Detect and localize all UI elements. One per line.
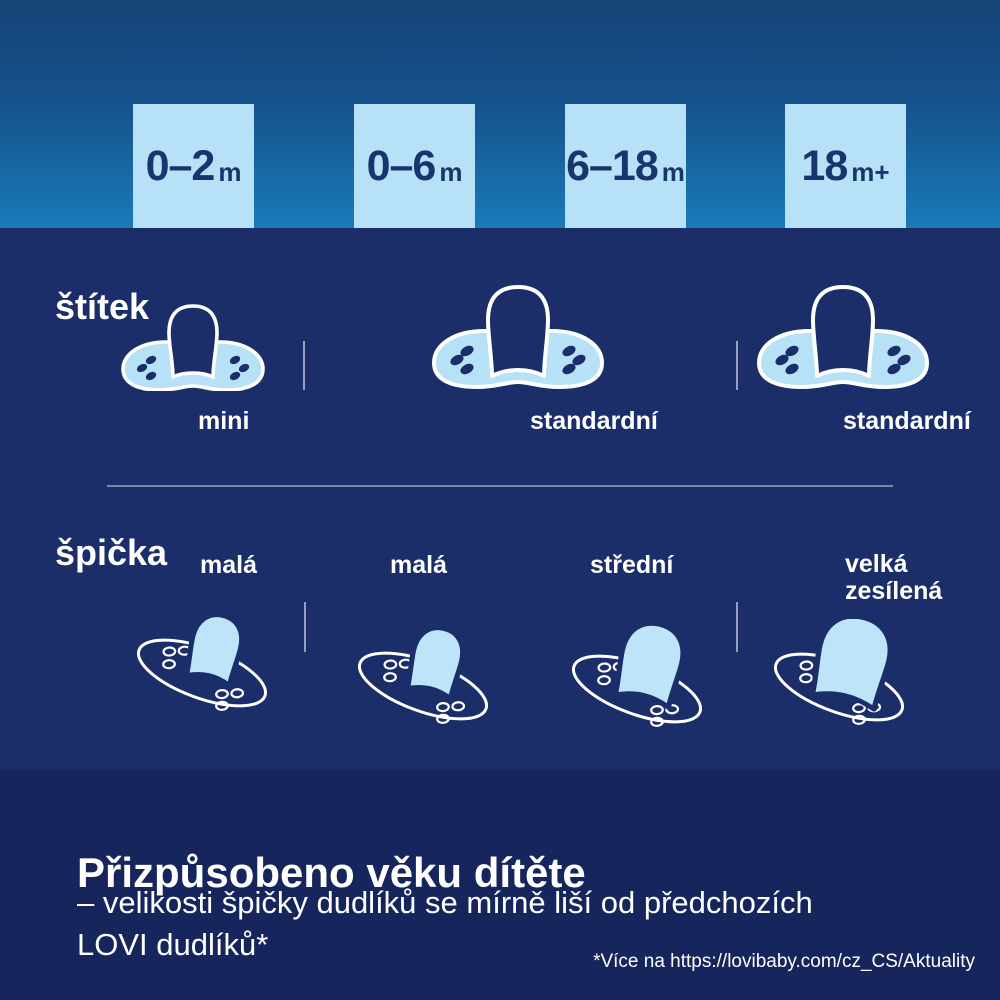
tip-label: malá [200, 551, 257, 579]
tip-label: velká zesílená [845, 550, 943, 605]
pacifier-shield-standard-icon [755, 284, 931, 390]
age-badge-0-2m: 0–2 m [133, 104, 254, 228]
pacifier-shield-mini-icon [120, 303, 266, 392]
footnote-url: *Více na https://lovibaby.com/cz_CS/Aktu… [593, 951, 975, 972]
shield-label: mini [198, 407, 250, 435]
tip-section-title: špička [55, 531, 168, 573]
tip-label: malá [390, 551, 447, 579]
shield-section-title: štítek [55, 285, 150, 327]
age-unit: m+ [851, 156, 890, 187]
footer-band [0, 770, 1000, 1000]
age-unit: m [661, 156, 685, 187]
pacifier-tip-small-icon [117, 605, 287, 727]
column-divider [304, 602, 306, 652]
age-unit: m [218, 156, 242, 187]
pacifier-tip-medium-icon [552, 620, 722, 743]
age-range: 0–2 [145, 141, 216, 190]
shield-label: standardní [843, 407, 971, 435]
column-divider [736, 602, 738, 652]
pacifier-tip-large-icon [754, 613, 924, 741]
tip-label: střední [590, 551, 674, 579]
footer-body-line: – velikosti špičky dudlíků se mírně liší… [77, 885, 813, 920]
footer-body-line: LOVI dudlíků* [77, 927, 269, 962]
footer-heading: Přizpůsobeno věku dítěte [77, 849, 586, 897]
age-unit: m [439, 156, 463, 187]
column-divider [303, 341, 305, 390]
age-badge-0-6m: 0–6 m [354, 104, 475, 228]
section-divider [107, 485, 893, 487]
age-badge-6-18m: 6–18 m [565, 104, 686, 228]
pacifier-shield-standard-icon [430, 284, 606, 390]
column-divider [736, 341, 738, 390]
pacifier-tip-small-icon [338, 618, 508, 740]
shield-label: standardní [530, 407, 658, 435]
age-badge-18m-plus: 18 m+ [785, 104, 906, 228]
age-range: 6–18 [566, 141, 659, 190]
age-range: 0–6 [366, 141, 437, 190]
age-range: 18 [801, 141, 848, 190]
